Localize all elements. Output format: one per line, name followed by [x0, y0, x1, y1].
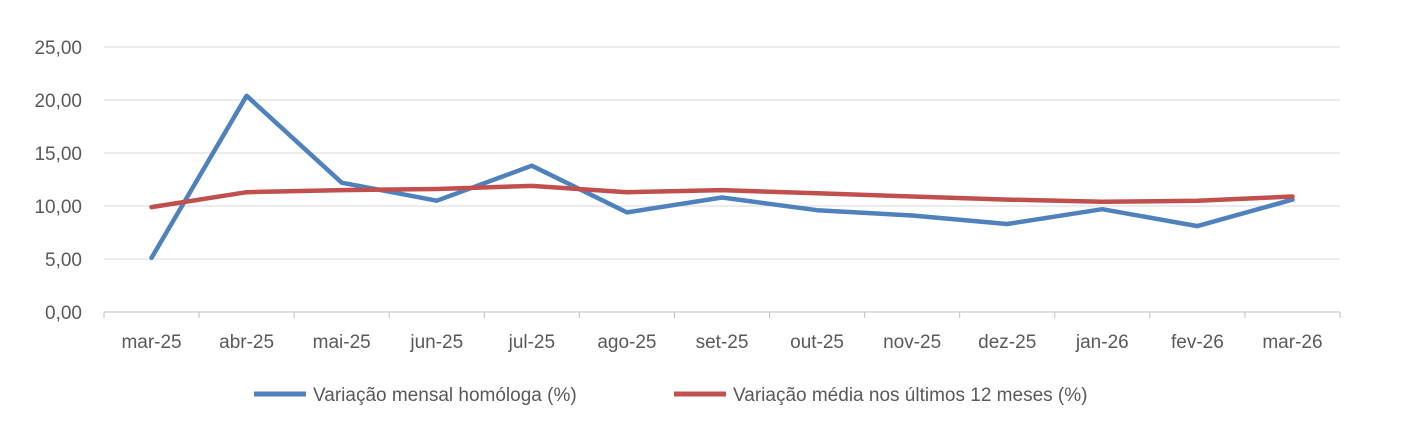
y-tick-label: 15,00: [34, 144, 82, 165]
y-axis: 0,00 5,00 10,00 15,00 20,00 25,00: [34, 38, 82, 324]
x-tick-label: set-25: [696, 332, 749, 353]
y-tick-label: 0,00: [45, 303, 82, 324]
series-lines: [149, 93, 1295, 261]
y-tick-label: 25,00: [34, 38, 82, 59]
y-tick-label: 5,00: [45, 250, 82, 271]
x-tick-label: out-25: [790, 332, 844, 353]
x-tick-label: jun-25: [409, 332, 463, 353]
y-tick-label: 20,00: [34, 91, 82, 112]
series-line-average: [149, 183, 1295, 210]
x-tick-label: jan-26: [1075, 332, 1129, 353]
series-line-monthly: [149, 93, 1295, 261]
x-tick-label: mai-25: [313, 332, 371, 353]
x-tick-label: nov-25: [883, 332, 941, 353]
x-tick-label: dez-25: [978, 332, 1036, 353]
x-tick-label: fev-26: [1171, 332, 1224, 353]
legend-label-monthly: Variação mensal homóloga (%): [313, 385, 577, 406]
x-tick-label: ago-25: [597, 332, 656, 353]
y-tick-label: 10,00: [34, 197, 82, 218]
x-axis: mar-25 abr-25 mai-25 jun-25 jul-25 ago-25 set-…: [103, 312, 1341, 353]
legend-label-average: Variação média nos últimos 12 meses (%): [733, 385, 1087, 406]
x-tick-label: jul-25: [508, 332, 555, 353]
x-tick-label: mar-26: [1262, 332, 1322, 353]
gridlines: [104, 46, 1340, 313]
x-tick-label: abr-25: [219, 332, 274, 353]
legend: Variação mensal homóloga (%) Variação mé…: [254, 385, 1087, 406]
x-tick-label: mar-25: [121, 332, 181, 353]
